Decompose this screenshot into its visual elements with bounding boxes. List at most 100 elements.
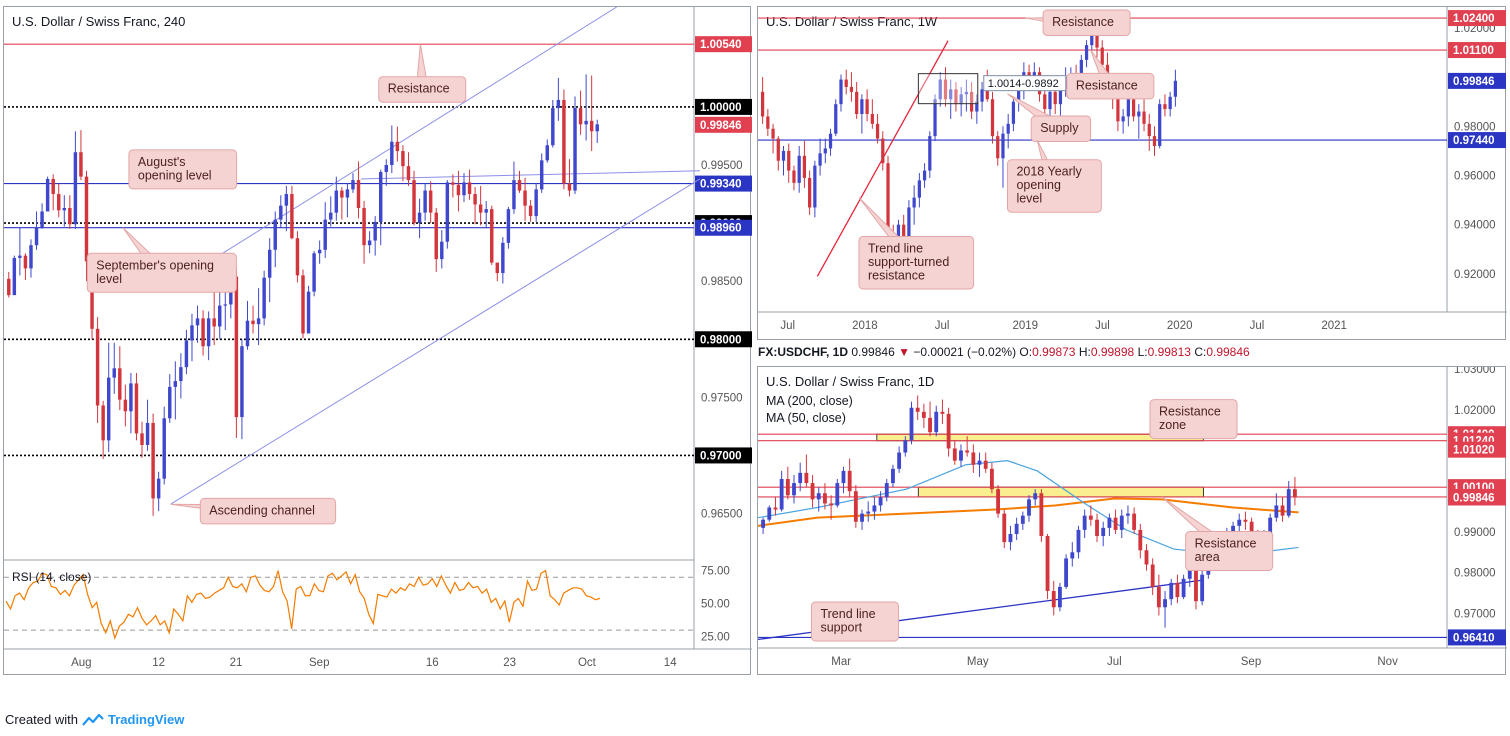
weekly-chart-svg[interactable]: U.S. Dollar / Swiss Franc, 1W 1.020000.98… xyxy=(758,7,1507,341)
candle-body xyxy=(240,346,244,418)
candle-body xyxy=(589,120,594,132)
candle-body xyxy=(996,136,1000,159)
candle-body xyxy=(828,133,833,149)
candle-body xyxy=(434,212,438,260)
candle-body xyxy=(206,318,211,347)
candle-body xyxy=(1150,564,1155,587)
supply-range-tag xyxy=(983,75,1067,92)
candle-body xyxy=(779,478,784,510)
candle-body xyxy=(251,320,255,325)
created-with-text: Created with xyxy=(5,712,78,727)
candle-body xyxy=(356,180,361,208)
candle-body xyxy=(1156,586,1161,608)
price-badge-0 xyxy=(695,36,752,53)
candle-body xyxy=(785,478,790,496)
candle-body xyxy=(218,305,222,327)
daily-chart-svg[interactable]: U.S. Dollar / Swiss Franc, 1D 1.03000 1.02… xyxy=(758,367,1507,676)
candle-body xyxy=(949,89,953,100)
candle-body xyxy=(1113,517,1118,530)
x-tick-label: Jul xyxy=(1095,320,1110,332)
candle-body xyxy=(373,221,377,241)
x-tick-label: 2020 xyxy=(1167,320,1193,332)
callout-text: August's xyxy=(138,155,186,169)
candle-body xyxy=(1152,136,1157,146)
candle-body xyxy=(495,262,500,274)
x-tick-label: Jul xyxy=(1250,320,1265,332)
candle-body xyxy=(195,318,200,326)
x-tick-label: 16 xyxy=(426,657,439,669)
high-value: 0.99898 xyxy=(1090,345,1135,359)
x-tick-label: May xyxy=(967,656,989,668)
candle-body xyxy=(295,238,300,276)
x-tick-label: Oct xyxy=(578,657,597,669)
y-tick-label: 0.92000 xyxy=(1454,269,1496,281)
candle-body xyxy=(1181,578,1186,598)
candle-body xyxy=(823,493,827,504)
candle-body xyxy=(162,418,166,479)
candle-body xyxy=(478,204,483,213)
y-tick-label: 0.96000 xyxy=(1454,170,1496,182)
candle-body xyxy=(798,472,803,484)
price-badge-3 xyxy=(1448,132,1506,149)
price-badge-2 xyxy=(695,116,752,133)
candle-body xyxy=(943,79,948,100)
candle-body xyxy=(980,89,984,102)
callout-box xyxy=(1042,9,1131,36)
candle-body xyxy=(847,470,852,492)
price-badge-label: 0.99340 xyxy=(700,179,742,191)
candle-body xyxy=(917,180,921,198)
candle-body xyxy=(123,399,128,412)
callout-text: Resistance xyxy=(1195,537,1257,551)
candle-body xyxy=(145,422,150,445)
candle-body xyxy=(760,91,765,117)
candle-body xyxy=(312,253,316,292)
candle-body xyxy=(462,182,466,196)
candle-body xyxy=(797,155,801,183)
candle-body xyxy=(112,368,116,378)
y-tick-label: 0.99000 xyxy=(1454,527,1496,539)
candle-body xyxy=(401,151,405,167)
candle-body xyxy=(983,460,988,469)
candle-body xyxy=(816,493,821,500)
candle-body xyxy=(1051,590,1056,608)
candle-body xyxy=(323,219,327,250)
candle-body xyxy=(151,422,155,499)
y-tick-label: 0.97500 xyxy=(701,392,743,404)
candle-body xyxy=(45,178,50,212)
candle-body xyxy=(428,190,433,213)
x-tick-label: 21 xyxy=(230,657,243,669)
candle-body xyxy=(68,207,72,225)
callout-box xyxy=(1066,72,1155,100)
supply-range-label: 1.0014-0.9892 xyxy=(988,78,1059,90)
price-badge-label: 0.96410 xyxy=(1453,632,1495,644)
price-badge-label: 0.97440 xyxy=(1453,135,1495,147)
candle-body xyxy=(23,255,28,269)
candle-body xyxy=(73,152,78,225)
price-badge-label: 0.97000 xyxy=(700,450,742,462)
y-tick-label: 0.96500 xyxy=(701,509,743,521)
candle-body xyxy=(771,128,775,139)
candle-body xyxy=(284,194,289,206)
price-badge-label: 0.99846 xyxy=(700,120,742,132)
x-tick-label: 2019 xyxy=(1012,320,1038,332)
candle-body xyxy=(969,91,974,112)
candle-body xyxy=(1137,111,1141,117)
x-tick-label: 23 xyxy=(503,657,516,669)
candle-body xyxy=(256,318,261,325)
candle-body xyxy=(802,155,807,178)
h4-chart-svg[interactable]: U.S. Dollar / Swiss Franc, 240 0.96500 0.9… xyxy=(4,7,752,676)
candle-body xyxy=(1249,521,1254,537)
candle-body xyxy=(860,99,864,114)
price-badge-label: 0.99846 xyxy=(1453,492,1495,504)
candle-body xyxy=(996,489,1000,514)
price-badge-label: 0.99846 xyxy=(1453,76,1495,88)
candle-body xyxy=(985,89,989,100)
callout-text: Trend line xyxy=(868,241,923,255)
daily-quote-line: FX:USDCHF, 1D 0.99846 ▼ −0.00021 (−0.02%… xyxy=(758,345,1250,359)
candle-body xyxy=(909,407,914,441)
candle-body xyxy=(1017,89,1021,102)
candle-body xyxy=(84,176,89,262)
candle-body xyxy=(1231,525,1235,534)
candle-body xyxy=(829,503,834,506)
tradingview-brand[interactable]: TradingView xyxy=(107,712,185,727)
